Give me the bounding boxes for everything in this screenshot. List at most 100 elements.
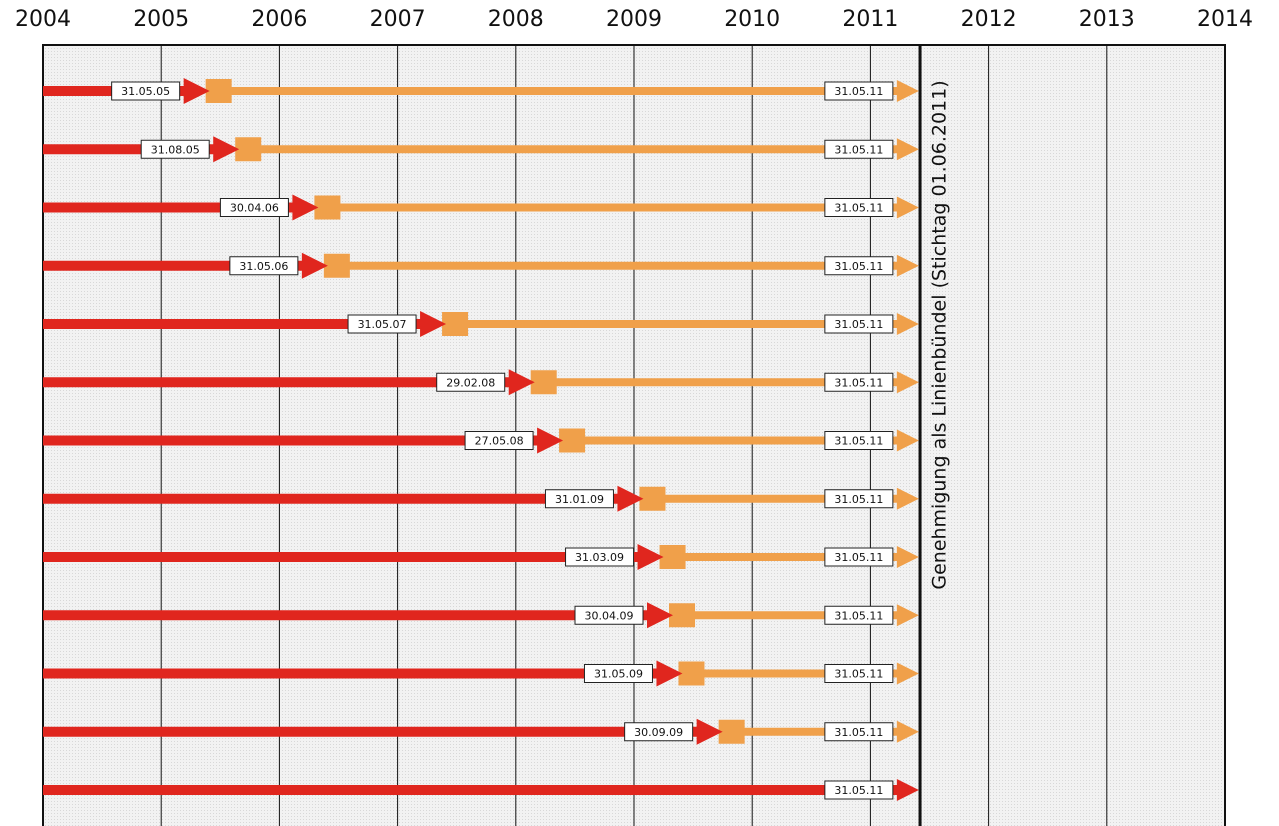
- date-label-box: [574, 605, 644, 625]
- date-label: 31.05.11: [824, 81, 894, 101]
- date-label-text: 31.05.11: [834, 318, 883, 331]
- date-label-box: [583, 664, 653, 683]
- red-arrow: [43, 660, 683, 687]
- date-label-box: [111, 81, 181, 101]
- orange-bar: [682, 662, 919, 685]
- orange-bar: [327, 254, 919, 277]
- date-label-box: [229, 256, 299, 276]
- x-tick-label: 2004: [15, 7, 71, 32]
- x-tick-label: 2012: [961, 7, 1017, 32]
- date-label: 27.05.08: [464, 431, 534, 450]
- x-tick-label: 2007: [370, 7, 426, 32]
- red-arrow: [43, 718, 723, 745]
- annotation-text: Genehmigung als Linienbündel (Stichtag 0…: [929, 80, 951, 589]
- date-label-box: [824, 81, 894, 101]
- date-label: 31.08.05: [140, 139, 210, 159]
- date-label-box: [436, 372, 506, 392]
- date-label-box: [464, 431, 534, 450]
- date-label-box: [565, 547, 635, 567]
- red-arrow: [43, 779, 919, 801]
- orange-start: [639, 486, 666, 511]
- date-label: 31.01.09: [544, 489, 614, 509]
- x-tick-label: 2013: [1079, 7, 1135, 32]
- date-label-text: 31.03.09: [575, 551, 624, 564]
- date-label: 31.05.11: [824, 605, 894, 625]
- x-tick-label: 2008: [488, 7, 544, 32]
- date-label: 31.05.11: [824, 547, 894, 567]
- date-label-text: 31.05.11: [834, 260, 883, 273]
- red-arrow: [43, 194, 319, 221]
- date-label: 31.05.11: [824, 139, 894, 159]
- date-label-text: 31.05.11: [834, 668, 883, 681]
- x-tick-label: 2014: [1197, 7, 1253, 32]
- date-label: 29.02.08: [436, 372, 506, 392]
- orange-bar: [643, 487, 919, 510]
- date-label-box: [219, 198, 289, 217]
- date-label-text: 31.05.11: [834, 726, 883, 739]
- orange-start: [442, 312, 469, 336]
- date-label: 31.05.11: [824, 780, 894, 800]
- date-label-text: 31.05.06: [239, 260, 288, 273]
- orange-start: [669, 603, 696, 628]
- date-label-box: [824, 780, 894, 800]
- date-label-text: 31.05.07: [358, 318, 407, 331]
- date-label-box: [824, 139, 894, 159]
- date-label-box: [824, 256, 894, 276]
- red-arrow: [43, 252, 328, 279]
- orange-bar: [563, 429, 919, 452]
- x-tick-label: 2010: [724, 7, 780, 32]
- orange-start: [559, 428, 586, 453]
- date-label-text: 30.09.09: [634, 726, 683, 739]
- orange-start: [659, 545, 686, 569]
- date-label: 31.05.09: [583, 664, 653, 683]
- date-label-text: 31.05.09: [594, 668, 643, 681]
- date-label: 30.04.06: [219, 198, 289, 217]
- date-label-text: 31.05.11: [834, 551, 883, 564]
- date-label-text: 31.05.11: [834, 609, 883, 622]
- date-label: 31.05.07: [347, 314, 417, 334]
- orange-start: [314, 195, 341, 220]
- date-label-box: [624, 722, 694, 742]
- date-label-box: [544, 489, 614, 509]
- date-label-box: [824, 314, 894, 334]
- date-label: 31.05.11: [824, 198, 894, 217]
- date-label: 30.09.09: [624, 722, 694, 742]
- date-label: 31.05.11: [824, 664, 894, 683]
- date-label-text: 31.05.11: [834, 143, 883, 156]
- date-label-text: 31.08.05: [151, 143, 200, 156]
- orange-bar: [209, 80, 919, 102]
- orange-start: [205, 79, 232, 103]
- date-label-box: [824, 664, 894, 683]
- date-label-text: 31.05.11: [834, 376, 883, 389]
- annotation-line: [918, 45, 922, 826]
- red-arrow: [43, 311, 447, 337]
- date-label: 31.03.09: [565, 547, 635, 567]
- x-tick-label: 2009: [606, 7, 662, 32]
- date-label: 31.05.11: [824, 431, 894, 450]
- date-label-text: 27.05.08: [475, 435, 524, 448]
- date-label-text: 29.02.08: [446, 376, 495, 389]
- date-label-text: 31.05.11: [834, 784, 883, 797]
- date-label: 31.05.11: [824, 256, 894, 276]
- date-label-box: [824, 547, 894, 567]
- date-label-box: [347, 314, 417, 334]
- date-label-text: 31.01.09: [555, 493, 604, 506]
- date-label: 31.05.11: [824, 489, 894, 509]
- date-label: 31.05.06: [229, 256, 299, 276]
- orange-start: [530, 370, 557, 395]
- date-label: 31.05.11: [824, 722, 894, 742]
- date-label-text: 30.04.09: [585, 609, 634, 622]
- red-arrow: [43, 369, 535, 396]
- x-tick-label: 2006: [251, 7, 307, 32]
- x-tick-label: 2005: [133, 7, 189, 32]
- date-label: 30.04.09: [574, 605, 644, 625]
- date-label-text: 31.05.11: [834, 435, 883, 448]
- red-arrow: [43, 427, 564, 454]
- date-label-text: 31.05.11: [834, 493, 883, 506]
- date-label-box: [140, 139, 210, 159]
- orange-bar: [446, 313, 919, 335]
- orange-start: [323, 253, 350, 278]
- orange-start: [718, 719, 745, 744]
- date-label: 31.05.05: [111, 81, 181, 101]
